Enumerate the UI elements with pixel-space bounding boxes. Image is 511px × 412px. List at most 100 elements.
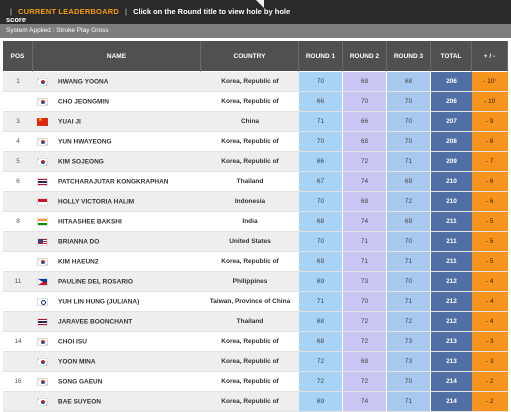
country-cell: Korea, Republic of [201, 392, 299, 412]
player-name-cell[interactable]: HWANG YOONA [33, 72, 201, 92]
player-name[interactable]: PAULINE DEL ROSARIO [58, 278, 133, 286]
current-leaderboard-tab[interactable]: CURRENT LEADERBOARD [18, 7, 119, 16]
player-name[interactable]: SONG GAEUN [58, 378, 103, 386]
player-name-cell[interactable]: BRIANNA DO [33, 232, 201, 252]
flag-kor-icon [37, 77, 48, 86]
position-cell [3, 92, 33, 112]
table-row[interactable]: CHO JEONGMIN Korea, Republic of 66 70 70 206-… [3, 92, 508, 112]
player-name-cell[interactable]: SONG GAEUN [33, 372, 201, 392]
table-row[interactable]: YUH LIN HUNG (JULIANA) Taiwan, Province o… [3, 292, 508, 312]
to-par-cell: - 2 [472, 372, 508, 392]
flag-kor-icon [37, 137, 48, 146]
to-par-cell: - 4 [472, 312, 508, 332]
position-cell [3, 312, 33, 332]
player-name[interactable]: BAE SUYEON [58, 398, 101, 406]
player-name-cell[interactable]: YUAI JI [33, 112, 201, 132]
player-name[interactable]: CHOI ISU [58, 338, 87, 346]
table-row[interactable]: 11 PAULINE DEL ROSARIO Philippines 69 73 70 21… [3, 272, 508, 292]
table-row[interactable]: 5 KIM SOJEONG Korea, Republic of 66 72 71 209 -… [3, 152, 508, 172]
player-name[interactable]: JARAVEE BOONCHANT [58, 318, 133, 326]
round1-score: 71 [299, 292, 343, 312]
player-name-cell[interactable]: YUH LIN HUNG (JULIANA) [33, 292, 201, 312]
table-row[interactable]: KIM HAEUN2 Korea, Republic of 69 71 71 211- 5 [3, 252, 508, 272]
col-header-name: NAME [33, 41, 201, 72]
to-par-cell: - 6 [472, 172, 508, 192]
player-name-cell[interactable]: KIM SOJEONG [33, 152, 201, 172]
position-cell: 8 [3, 212, 33, 232]
player-name[interactable]: KIM SOJEONG [58, 158, 104, 166]
round1-score: 66 [299, 152, 343, 172]
round-hint-text: Click on the Round title to view hole by… [133, 7, 291, 16]
player-name-cell[interactable]: CHO JEONGMIN [33, 92, 201, 112]
table-row[interactable]: BAE SUYEON Korea, Republic of 69 74 71 214 - 2 [3, 392, 508, 412]
round1-score: 72 [299, 352, 343, 372]
country-cell: Philippines [201, 272, 299, 292]
player-name-cell[interactable]: JARAVEE BOONCHANT [33, 312, 201, 332]
position-cell: 5 [3, 152, 33, 172]
round3-score: 69 [387, 212, 431, 232]
to-par-value: - 4 [485, 278, 494, 285]
round2-score: 70 [343, 92, 387, 112]
player-name[interactable]: KIM HAEUN2 [58, 258, 99, 266]
player-name[interactable]: YUAI JI [58, 118, 81, 126]
player-name-cell[interactable]: HITAASHEE BAKSHI [33, 212, 201, 232]
player-name-cell[interactable]: PAULINE DEL ROSARIO [33, 272, 201, 292]
country-cell: Korea, Republic of [201, 372, 299, 392]
position-cell: 3 [3, 112, 33, 132]
table-row[interactable]: 4 YUN HWAYEONG Korea, Republic of 70 68 70 208… [3, 132, 508, 152]
player-name[interactable]: BRIANNA DO [58, 238, 100, 246]
to-par-value: - 3 [485, 338, 494, 345]
position-cell [3, 252, 33, 272]
player-name[interactable]: YOON MINA [58, 358, 96, 366]
player-name[interactable]: HWANG YOONA [58, 78, 109, 86]
player-name-cell[interactable]: PATCHARAJUTAR KONGKRAPHAN [33, 172, 201, 192]
country-cell: Korea, Republic of [201, 92, 299, 112]
to-par-value: - 8 [485, 138, 494, 145]
player-name[interactable]: YUN HWAYEONG [58, 138, 112, 146]
table-row[interactable]: 14 CHOI ISU Korea, Republic of 68 72 73 213 - 3 [3, 332, 508, 352]
table-row[interactable]: YOON MINA Korea, Republic of 72 68 73 213 - 3 [3, 352, 508, 372]
system-applied-bar: System Applied : Stroke Play Gross [0, 24, 511, 38]
player-name-cell[interactable]: CHOI ISU [33, 332, 201, 352]
col-header-round3[interactable]: ROUND 3 [387, 41, 431, 72]
position-cell: 14 [3, 332, 33, 352]
player-name-cell[interactable]: BAE SUYEON [33, 392, 201, 412]
table-row[interactable]: HOLLY VICTORIA HALIM Indonesia 70 68 72 210 - … [3, 192, 508, 212]
player-name[interactable]: CHO JEONGMIN [58, 98, 109, 106]
player-name[interactable]: PATCHARAJUTAR KONGKRAPHAN [58, 178, 169, 186]
to-par-value: - 6 [485, 198, 494, 205]
col-header-round2[interactable]: ROUND 2 [343, 41, 387, 72]
player-name[interactable]: HITAASHEE BAKSHI [58, 218, 122, 226]
player-name-cell[interactable]: YUN HWAYEONG [33, 132, 201, 152]
country-cell: India [201, 212, 299, 232]
position-cell: 1 [3, 72, 33, 92]
round3-score: 70 [387, 132, 431, 152]
player-name[interactable]: YUH LIN HUNG (JULIANA) [58, 298, 140, 306]
to-par-value: - 10 [484, 98, 496, 105]
round1-score: 70 [299, 72, 343, 92]
total-score: 212 [431, 312, 472, 332]
table-row[interactable]: 6 PATCHARAJUTAR KONGKRAPHAN Thailand 67 74 69… [3, 172, 508, 192]
round2-score: 68 [343, 72, 387, 92]
player-name-cell[interactable]: YOON MINA [33, 352, 201, 372]
round3-score: 70 [387, 372, 431, 392]
to-par-value: - 4 [485, 318, 494, 325]
to-par-value: - 5 [485, 258, 494, 265]
player-name-cell[interactable]: KIM HAEUN2 [33, 252, 201, 272]
flag-kor-icon [37, 97, 48, 106]
position-cell [3, 232, 33, 252]
table-row[interactable]: BRIANNA DO United States 70 71 70 211- 5 [3, 232, 508, 252]
col-header-round1[interactable]: ROUND 1 [299, 41, 343, 72]
table-row[interactable]: JARAVEE BOONCHANT Thailand 68 72 72 212- 4 [3, 312, 508, 332]
player-name-cell[interactable]: HOLLY VICTORIA HALIM [33, 192, 201, 212]
round1-score: 68 [299, 332, 343, 352]
player-name[interactable]: HOLLY VICTORIA HALIM [58, 198, 135, 206]
to-par-cell: - 3 [472, 352, 508, 372]
table-row[interactable]: 16 SONG GAEUN Korea, Republic of 72 72 70 214-… [3, 372, 508, 392]
leaderboard-table: POS NAME COUNTRY ROUND 1 ROUND 2 ROUND 3… [3, 41, 508, 412]
to-par-value: - 5 [485, 238, 494, 245]
round2-score: 74 [343, 392, 387, 412]
table-row[interactable]: 8 HITAASHEE BAKSHI India 68 74 69 211 - 5 [3, 212, 508, 232]
table-row[interactable]: 1 HWANG YOONA Korea, Republic of 70 68 68 206-… [3, 72, 508, 92]
